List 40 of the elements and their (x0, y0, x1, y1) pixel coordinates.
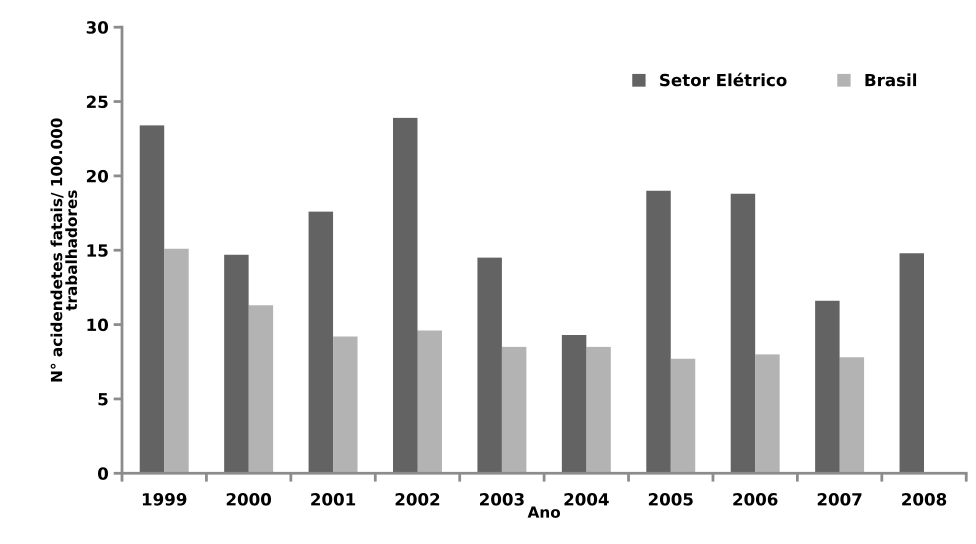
bar (670, 358, 696, 474)
bar (164, 248, 189, 474)
legend-label: Brasil (865, 73, 916, 86)
x-axis-title: Ano (528, 506, 560, 518)
legend-label: Setor Elétrico (660, 72, 787, 86)
bar (333, 336, 358, 474)
x-tick-label: 2007 (818, 493, 862, 506)
y-tick-label: 5 (98, 393, 108, 406)
x-tick-label: 2002 (396, 493, 440, 506)
bar (224, 254, 249, 474)
x-tick-label: 2001 (311, 493, 356, 506)
x-tick-label: 2003 (480, 493, 524, 506)
y-tick-label: 0 (98, 467, 108, 480)
bar (248, 305, 274, 474)
bar (730, 194, 756, 474)
x-tick-label: 2006 (733, 493, 778, 506)
x-tick-label: 2004 (564, 493, 609, 506)
bar (140, 125, 164, 474)
bar (900, 253, 924, 474)
bar (417, 330, 442, 474)
bar (308, 212, 334, 474)
y-tick-label: 15 (87, 244, 108, 257)
bar (755, 354, 780, 474)
x-tick-label: 2000 (226, 493, 272, 506)
bar (477, 258, 502, 474)
bar (562, 334, 586, 474)
bar (840, 357, 864, 474)
y-tick-label: 25 (86, 96, 108, 108)
y-axis-title: N° acidendetes fatais/ 100.000 trabalhadores (50, 118, 78, 382)
bar (646, 190, 671, 474)
x-tick-label: 1999 (142, 493, 186, 506)
y-tick-label: 30 (86, 21, 108, 34)
bar (586, 346, 611, 474)
x-tick-label: 2005 (648, 493, 693, 506)
bar (502, 346, 526, 474)
y-tick-label: 10 (87, 318, 108, 332)
y-tick-label: 20 (86, 170, 108, 182)
bar (815, 300, 840, 474)
bar (393, 118, 418, 474)
x-tick-label: 2008 (902, 493, 946, 506)
